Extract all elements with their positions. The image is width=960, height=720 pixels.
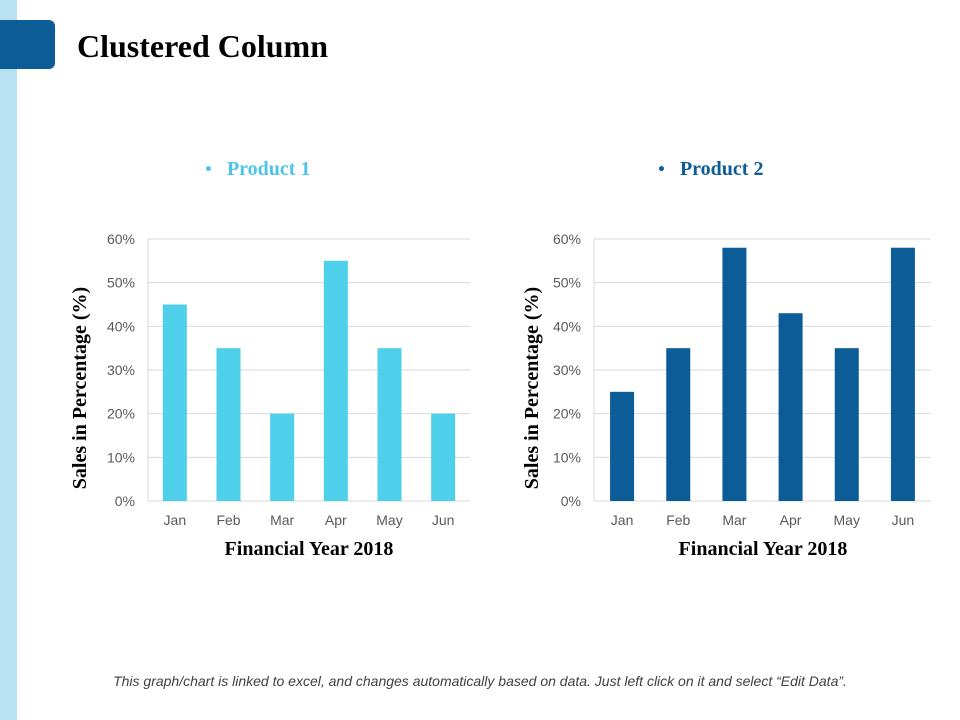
y-tick-label: 20% (553, 406, 581, 422)
x-axis-title: Financial Year 2018 (225, 538, 394, 560)
x-tick-label: Jan (164, 512, 187, 528)
y-tick-label: 30% (107, 362, 135, 378)
x-tick-label: Jan (611, 512, 634, 528)
page-title: Clustered Column (77, 28, 328, 64)
y-tick-label: 50% (107, 275, 135, 291)
y-tick-label: 40% (107, 318, 135, 334)
legend-product-2[interactable]: • Product 2 (657, 154, 763, 184)
bar-may (377, 348, 402, 501)
footnote: This graph/chart is linked to excel, and… (113, 673, 847, 689)
chart-product-2: 0% 10% 20% 30% 40% 50% 60% Jan Feb Mar Apr May Jun Fi… (521, 231, 931, 560)
bar-jan (610, 391, 635, 501)
x-tick-label: May (834, 512, 860, 528)
y-axis-title: Sales in Percentage (%) (521, 287, 543, 489)
legend-product-1[interactable]: • Product 1 (204, 154, 310, 184)
y-tick-label: 0% (115, 493, 135, 509)
legend-label: Product 2 (679, 158, 764, 180)
x-tick-label: Mar (270, 512, 294, 528)
y-tick-label: 40% (553, 318, 581, 334)
x-tick-label: Feb (666, 512, 690, 528)
bar-mar (722, 247, 747, 501)
y-tick-label: 0% (561, 493, 581, 509)
y-axis-title: Sales in Percentage (%) (69, 287, 91, 489)
title-accent-tab (0, 20, 55, 69)
x-tick-label: Jun (892, 512, 915, 528)
legend-bullet-icon: • (204, 162, 213, 179)
bar-feb (666, 348, 691, 501)
x-axis-title: Financial Year 2018 (679, 538, 848, 560)
x-tick-label: May (376, 512, 402, 528)
y-tick-label: 10% (553, 449, 581, 465)
x-tick-label: Apr (325, 512, 347, 528)
x-tick-label: Feb (216, 512, 240, 528)
x-tick-label: Jun (432, 512, 455, 528)
x-tick-label: Apr (780, 512, 802, 528)
legend-label: Product 1 (226, 158, 311, 180)
bar-may (834, 348, 859, 501)
bar-jan (162, 304, 187, 501)
bar-apr (778, 313, 803, 501)
y-tick-label: 10% (107, 449, 135, 465)
legend-bullet-icon: • (657, 162, 666, 179)
x-tick-label: Mar (722, 512, 746, 528)
y-tick-label: 60% (553, 231, 581, 247)
y-tick-label: 30% (553, 362, 581, 378)
left-accent-strip (0, 0, 17, 720)
bar-feb (216, 348, 241, 501)
bar-jun (890, 247, 915, 501)
bar-jun (431, 413, 456, 501)
y-tick-label: 50% (553, 275, 581, 291)
y-tick-label: 60% (107, 231, 135, 247)
y-tick-label: 20% (107, 406, 135, 422)
bar-mar (270, 413, 295, 501)
bar-apr (323, 260, 348, 501)
chart-product-1: 0% 10% 20% 30% 40% 50% 60% Jan Feb Mar Apr May Jun Fi… (69, 231, 470, 560)
